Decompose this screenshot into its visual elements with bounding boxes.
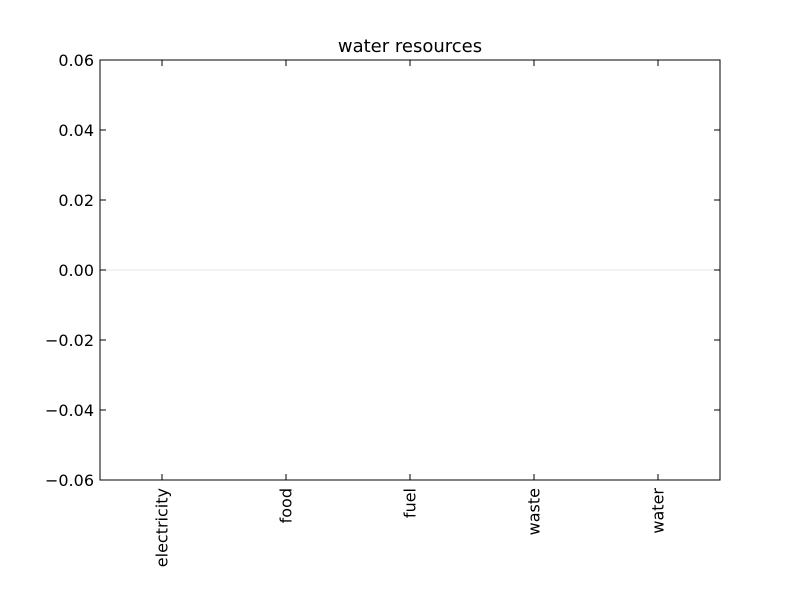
x-tick-label-waste: waste <box>525 488 544 535</box>
x-tick-label-water: water <box>649 488 668 534</box>
y-tick-label: −0.06 <box>45 471 94 490</box>
x-tick-label-fuel: fuel <box>401 488 420 518</box>
x-tick-label-electricity: electricity <box>153 488 172 567</box>
y-tick-label: 0.00 <box>58 261 94 280</box>
y-axis: 0.06 0.04 0.02 0.00 −0.02 −0.04 −0.06 <box>45 51 720 490</box>
plot-area <box>99 59 721 481</box>
chart-title: water resources <box>338 36 482 57</box>
y-tick-label: 0.04 <box>58 121 94 140</box>
y-tick-label: −0.02 <box>45 331 94 350</box>
y-tick-label: 0.02 <box>58 191 94 210</box>
y-tick-label: 0.06 <box>58 51 94 70</box>
x-tick-label-food: food <box>277 488 296 523</box>
y-tick-label: −0.04 <box>45 401 94 420</box>
x-axis: electricity food fuel waste water <box>153 60 668 567</box>
